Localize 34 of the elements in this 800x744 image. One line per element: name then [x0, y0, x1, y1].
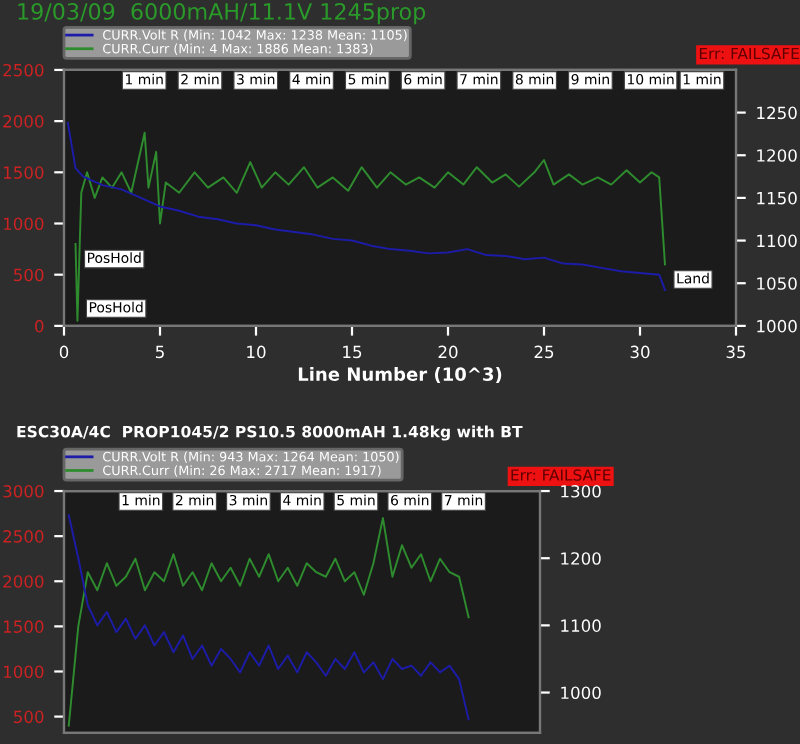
x-tick-label: 15	[343, 345, 362, 359]
y-tick-label: 1000	[3, 665, 44, 679]
y-tick-label: 1000	[3, 217, 44, 231]
y2-tick-label: 1250	[757, 106, 797, 120]
y-tick-label: 500	[14, 268, 44, 282]
chart-title: 19/03/09 6000mAH/11.1V 1245prop	[18, 3, 426, 25]
y2-tick-label: 1050	[757, 277, 797, 290]
y2-tick-label: 1000	[561, 686, 601, 700]
x-tick-label: 35	[726, 345, 746, 359]
y2-tick-label: 1100	[561, 619, 601, 632]
x-tick-label: 30	[630, 345, 650, 359]
x-tick-label: 10	[247, 345, 266, 359]
y-tick-label: 2500	[3, 63, 44, 77]
y2-tick-label: 1200	[757, 149, 797, 162]
y-tick-label: 500	[14, 710, 44, 724]
y-tick-label: 3000	[3, 485, 44, 498]
line-series	[74, 131, 666, 322]
x-tick-label: 25	[534, 345, 554, 359]
y-tick-label: 2500	[3, 530, 44, 543]
y-tick-label: 1500	[3, 620, 44, 633]
x-tick-label: 20	[438, 345, 458, 359]
y2-tick-label: 1200	[561, 552, 601, 565]
x-tick-label: 0	[59, 345, 69, 359]
y-tick-label: 2000	[3, 115, 44, 128]
y2-tick-label: 1100	[757, 234, 797, 248]
y2-tick-label: 1000	[757, 319, 797, 333]
y-tick-label: 2000	[3, 575, 44, 588]
y2-tick-label: 1150	[757, 191, 797, 205]
y-tick-label: 0	[35, 319, 44, 333]
x-tick-label: 5	[155, 345, 164, 359]
line-series	[66, 121, 666, 292]
y2-tick-label: 1300	[561, 485, 601, 498]
y-tick-label: 1500	[3, 166, 44, 179]
x-axis-title: Line Number (10^3)	[298, 367, 502, 384]
